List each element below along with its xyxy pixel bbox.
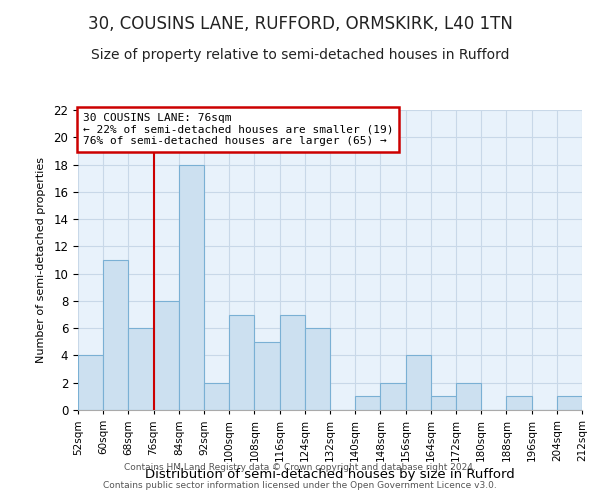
X-axis label: Distribution of semi-detached houses by size in Rufford: Distribution of semi-detached houses by … (145, 468, 515, 481)
Bar (355, 396, 380, 410)
Bar (254, 342, 280, 410)
Bar (229, 314, 254, 410)
Y-axis label: Number of semi-detached properties: Number of semi-detached properties (37, 157, 46, 363)
Bar (103, 260, 128, 410)
Text: 30 COUSINS LANE: 76sqm
← 22% of semi-detached houses are smaller (19)
76% of sem: 30 COUSINS LANE: 76sqm ← 22% of semi-det… (83, 113, 394, 146)
Bar (280, 314, 305, 410)
Text: Contains public sector information licensed under the Open Government Licence v3: Contains public sector information licen… (103, 481, 497, 490)
Bar (456, 382, 481, 410)
Bar (406, 356, 431, 410)
Bar (557, 396, 582, 410)
Bar (305, 328, 330, 410)
Text: Contains HM Land Registry data © Crown copyright and database right 2024.: Contains HM Land Registry data © Crown c… (124, 464, 476, 472)
Bar (154, 301, 179, 410)
Bar (431, 396, 456, 410)
Bar (204, 382, 229, 410)
Bar (179, 164, 204, 410)
Bar (128, 328, 154, 410)
Bar (380, 382, 406, 410)
Text: 30, COUSINS LANE, RUFFORD, ORMSKIRK, L40 1TN: 30, COUSINS LANE, RUFFORD, ORMSKIRK, L40… (88, 15, 512, 33)
Text: Size of property relative to semi-detached houses in Rufford: Size of property relative to semi-detach… (91, 48, 509, 62)
Bar (506, 396, 532, 410)
Bar (78, 356, 103, 410)
